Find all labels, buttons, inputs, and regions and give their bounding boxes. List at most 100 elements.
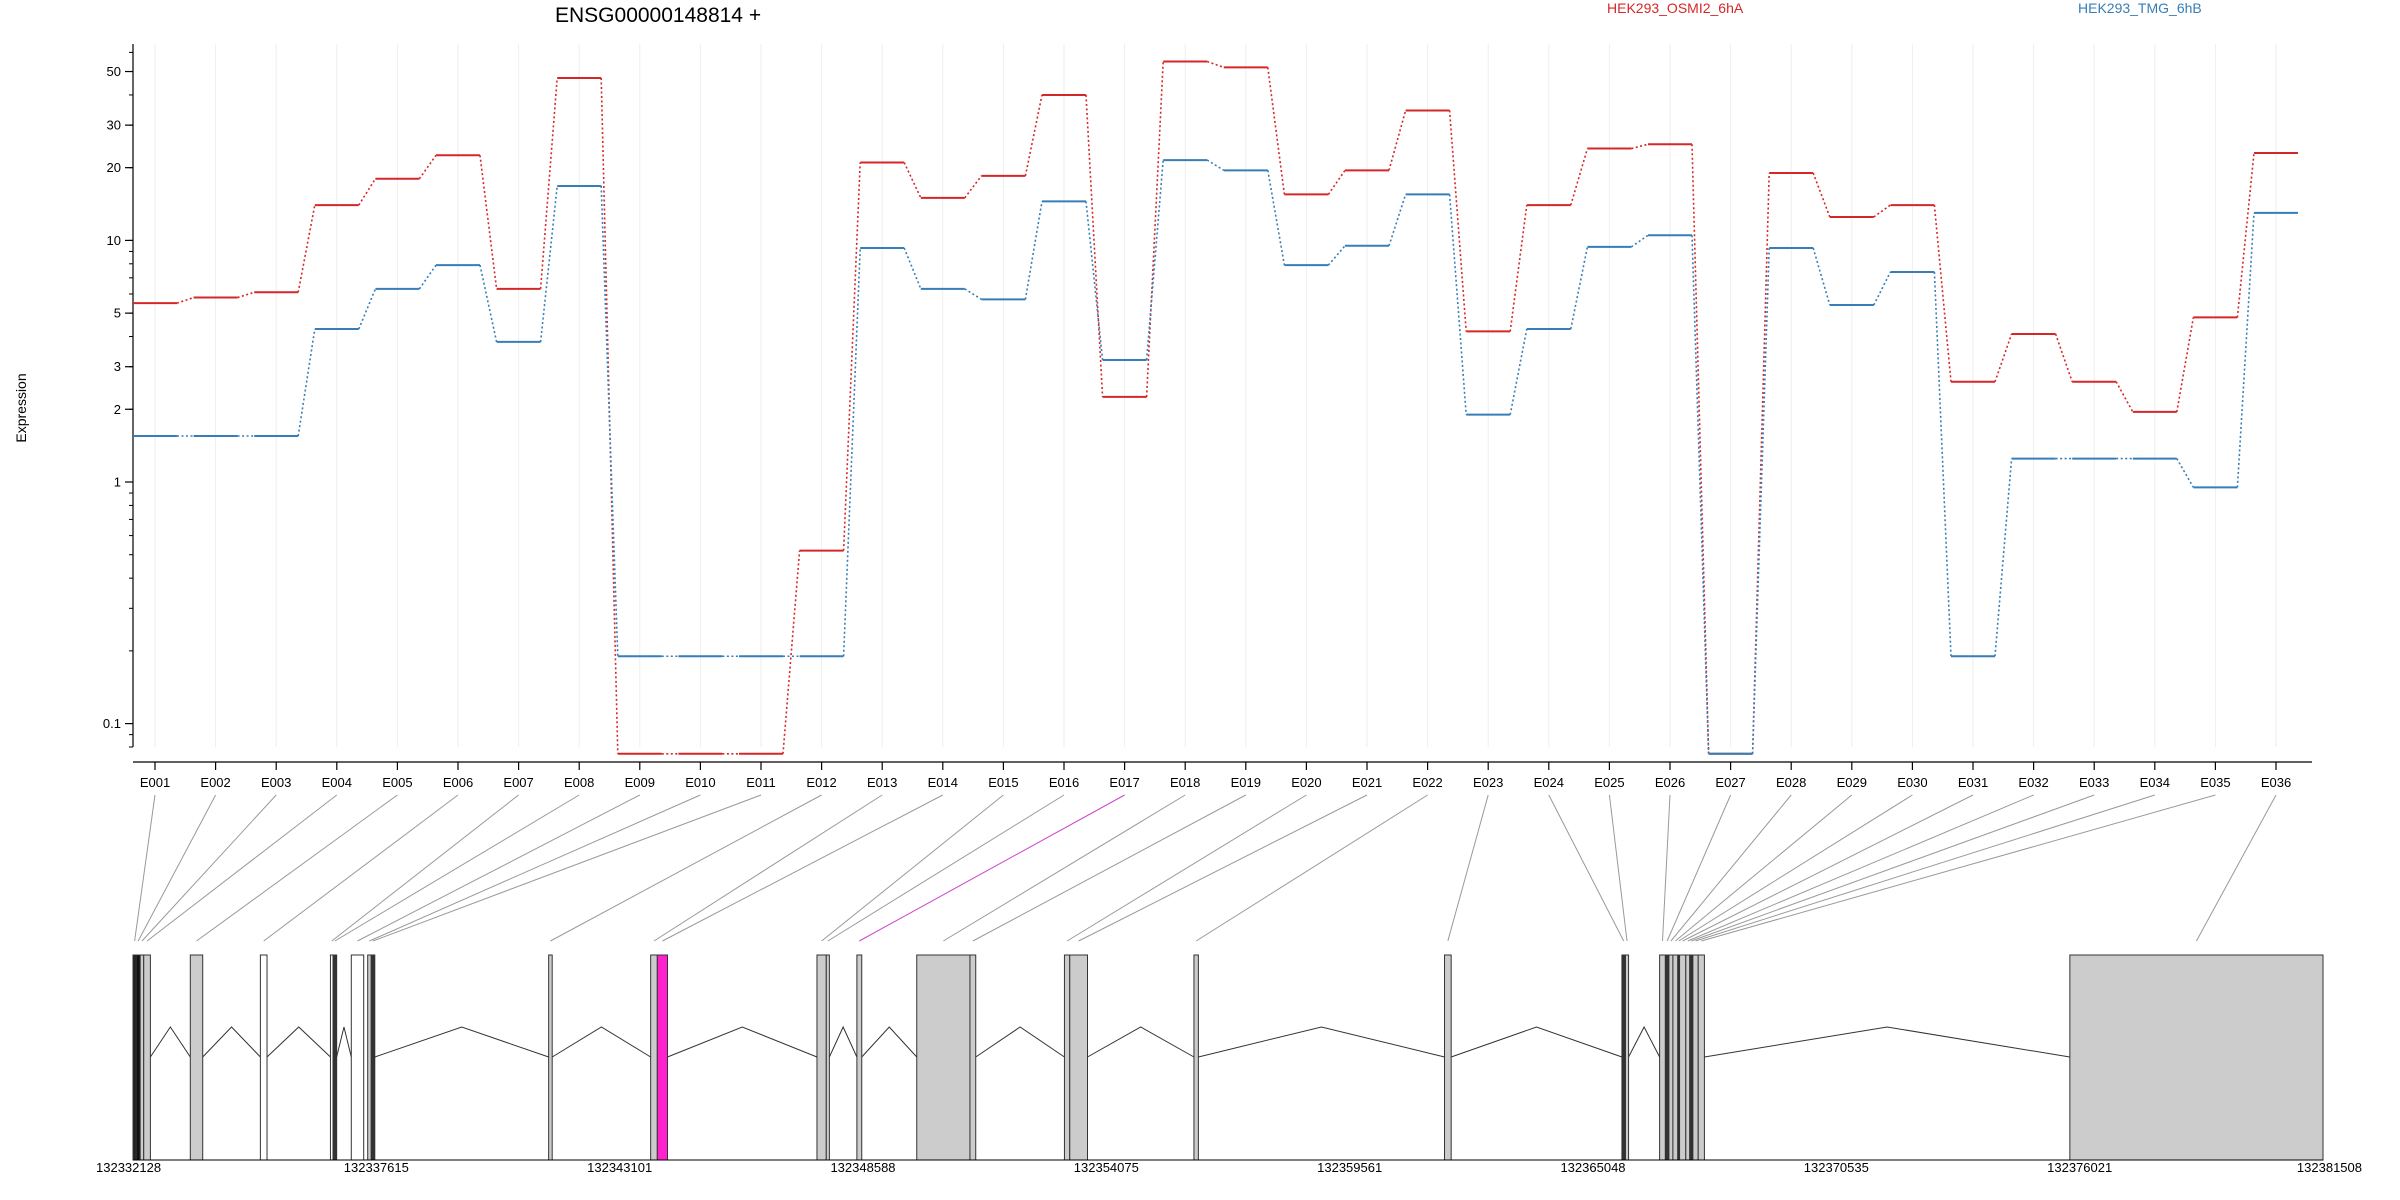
series-connector xyxy=(1812,247,1831,306)
intron xyxy=(374,1026,549,1058)
exon-label-e017: E017 xyxy=(1109,775,1139,790)
series-connector xyxy=(600,185,619,657)
exon-label-e033: E033 xyxy=(2079,775,2109,790)
exon-connector xyxy=(1548,794,1625,942)
intron xyxy=(1198,1026,1445,1058)
series-connector xyxy=(479,264,498,343)
exon-box-e010 xyxy=(367,954,372,1161)
series-connector xyxy=(1509,328,1528,415)
series-connector xyxy=(1631,143,1649,150)
intron xyxy=(266,1026,331,1058)
intron xyxy=(667,1026,818,1058)
exon-label-e001: E001 xyxy=(140,775,170,790)
exon-connector xyxy=(972,794,1247,942)
genomic-coordinate-label: 132354075 xyxy=(1074,1160,1139,1175)
exon-connectors xyxy=(134,794,2277,942)
exon-connector xyxy=(943,794,1186,942)
exon-box-e022 xyxy=(1193,954,1199,1161)
genomic-coordinate-label: 132343101 xyxy=(587,1160,652,1175)
series-connector xyxy=(2236,152,2255,318)
exon-box-e024 xyxy=(1621,954,1626,1161)
exon-connector xyxy=(134,794,156,942)
exon-label-e034: E034 xyxy=(2140,775,2170,790)
series-connector xyxy=(176,296,194,304)
series-connector xyxy=(358,178,377,206)
series-connector xyxy=(1327,169,1346,195)
exon-box-e019 xyxy=(969,954,977,1161)
chart-title: ENSG00000148814 + xyxy=(555,4,761,27)
exon-label-e027: E027 xyxy=(1715,775,1745,790)
series-connector xyxy=(1873,204,1891,218)
series-connector xyxy=(1812,172,1831,218)
y-tick-label: 2 xyxy=(114,402,121,417)
exon-connector xyxy=(1682,794,1974,942)
exon-label-e010: E010 xyxy=(685,775,715,790)
exon-box-e011 xyxy=(370,954,376,1161)
exon-connector xyxy=(1066,794,1307,942)
series-connector xyxy=(842,162,861,551)
series-connector xyxy=(1206,60,1225,69)
genomic-coordinate-label: 132365048 xyxy=(1560,1160,1625,1175)
exon-connector xyxy=(1695,794,2155,942)
y-tick-label: 3 xyxy=(114,359,121,374)
series-tmg xyxy=(133,159,2298,755)
exon-connector xyxy=(2195,794,2277,942)
y-tick-label: 1 xyxy=(114,474,121,489)
y-tick-label: 20 xyxy=(107,160,121,175)
x-axis: E001 E002 E003 E004 E005 E006 E007 E008 E009 E010… xyxy=(133,761,2312,790)
series-connector xyxy=(1691,144,1710,754)
y-tick-label: 10 xyxy=(107,233,121,248)
exon-box-e021 xyxy=(1069,954,1088,1161)
exon-label-e020: E020 xyxy=(1291,775,1321,790)
exon-label-e014: E014 xyxy=(928,775,958,790)
series-connector xyxy=(1085,94,1104,397)
exon-connector xyxy=(1608,794,1628,942)
exon-box-e009 xyxy=(350,954,365,1161)
exon-box-e004 xyxy=(143,954,151,1161)
exon-box-e031 xyxy=(1679,954,1687,1161)
genomic-coordinate-label: 132359561 xyxy=(1317,1160,1382,1175)
exon-connector xyxy=(1701,794,2216,942)
series-connector xyxy=(964,288,982,301)
intron xyxy=(551,1026,651,1058)
grid xyxy=(154,44,2277,747)
intron xyxy=(1628,1025,1661,1058)
series-connector xyxy=(903,162,922,199)
exon-box-e015 xyxy=(816,954,827,1161)
exon-box-e029 xyxy=(1672,954,1679,1161)
series-connector xyxy=(1448,194,1467,415)
exon-box-e025 xyxy=(1624,954,1630,1161)
series-connector xyxy=(1751,247,1770,754)
series-connector xyxy=(1691,235,1710,754)
series-connector xyxy=(1206,159,1225,172)
series-connector xyxy=(2176,458,2195,488)
exon-connector xyxy=(1675,794,1853,942)
exon-label-e023: E023 xyxy=(1473,775,1503,790)
series-connector xyxy=(782,550,801,754)
exon-label-e035: E035 xyxy=(2200,775,2230,790)
exon-connector xyxy=(1678,794,1913,942)
genomic-coordinate-label: 132370535 xyxy=(1804,1160,1869,1175)
exon-connector xyxy=(859,794,1125,942)
exon-connector xyxy=(263,794,459,942)
series-connector xyxy=(1388,194,1407,247)
series-connector xyxy=(964,175,983,199)
legend-entry-tmg: HEK293_TMG_6hB xyxy=(2078,0,2202,16)
exon-box-e018 xyxy=(916,954,971,1161)
exon-box-e012 xyxy=(548,954,553,1161)
exon-connector xyxy=(372,794,762,942)
series-connector xyxy=(903,247,922,290)
exon-connector xyxy=(1687,794,2034,942)
exon-label-e028: E028 xyxy=(1776,775,1806,790)
series-connector xyxy=(237,291,255,299)
series-connector xyxy=(1509,204,1528,332)
series-connector xyxy=(1630,234,1649,248)
exon-label-e007: E007 xyxy=(503,775,533,790)
series-connector xyxy=(2115,381,2134,413)
series-connector xyxy=(1388,110,1407,171)
series-connector xyxy=(1570,148,1589,206)
genomic-coordinate-label: 132348588 xyxy=(830,1160,895,1175)
exon-box-e020 xyxy=(1063,954,1071,1161)
series-connector xyxy=(539,77,558,289)
exon-connector xyxy=(662,794,944,942)
